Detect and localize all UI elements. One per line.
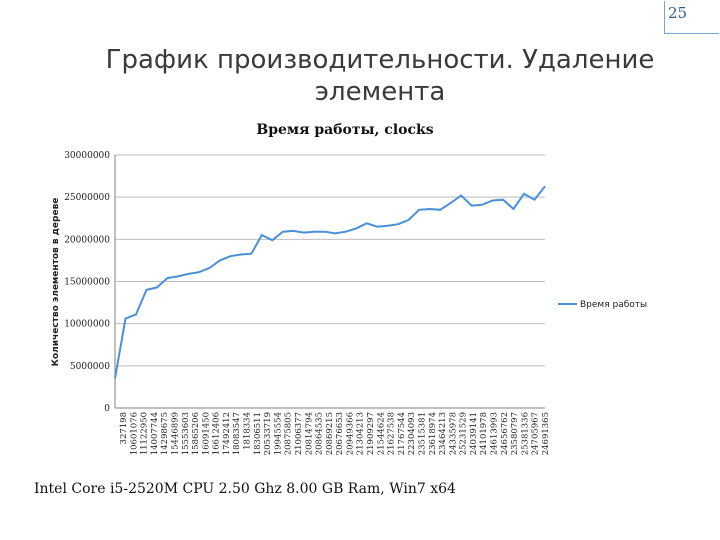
y-tick-label: 15000000 [64,278,110,288]
chart-gridlines [114,154,545,409]
x-tick-label: 23580797 [510,412,520,455]
x-tick-label: 21767544 [397,412,407,455]
x-tick-label: 15446899 [170,412,180,455]
y-axis-label: Количество элементов в дереве [51,198,61,367]
chart-title: Время работы, clocks [256,122,434,138]
x-tick-label: 20676653 [335,412,345,455]
x-tick-label: 22304093 [407,412,417,455]
x-tick-label: 25231529 [459,412,469,455]
y-tick-labels: 0 5000000 10000000 15000000 20000000 25000000… [64,151,110,414]
x-tick-label: 20875805 [284,412,294,455]
x-tick-label: 15553603 [181,412,191,455]
x-tick-label: 21006377 [294,412,304,455]
x-tick-label: 19945554 [273,412,283,455]
series-line-execution-time [114,185,546,379]
x-tick-label: 18306511 [253,412,263,455]
x-tick-label: 21627538 [387,412,397,455]
x-tick-label: 327198 [119,412,129,444]
x-tick-label: 17492412 [222,412,232,455]
slide-title: График производительности. Удаление элем… [105,45,655,107]
x-tick-label: 21304213 [356,412,366,455]
x-tick-label: 21544624 [376,412,386,455]
page-number: 25 [668,4,688,22]
y-tick-label: 10000000 [64,320,110,330]
x-tick-label: 20814794 [304,412,314,455]
x-tick-label: 1818334 [243,412,253,450]
x-tick-label: 23464213 [438,412,448,455]
x-tick-label: 16612406 [212,412,222,455]
x-tick-label: 23618974 [428,412,438,455]
x-tick-label: 25381336 [520,412,530,455]
x-tick-label: 11122950 [140,412,150,455]
x-tick-label: 10601076 [129,412,139,455]
y-tick-label: 0 [104,404,110,414]
y-tick-label: 25000000 [64,193,110,203]
footer-hardware-note: Intel Core i5-2520M CPU 2.50 Ghz 8.00 GB… [34,481,456,497]
x-tick-label: 24691365 [541,412,551,455]
y-tick-label: 5000000 [70,362,110,372]
x-tick-labels: 327198 10601076 11122950 14007744 14298675 15… [119,412,551,455]
x-tick-label: 20869215 [325,412,335,455]
x-tick-label: 24335978 [448,412,458,455]
x-tick-label: 20864535 [315,412,325,455]
x-tick-label: 24656762 [500,412,510,455]
legend-label: Время работы [580,300,647,310]
x-tick-label: 24039141 [469,412,479,455]
x-tick-label: 21909297 [366,412,376,455]
x-tick-label: 24705967 [531,412,541,455]
x-tick-label: 15865206 [191,412,201,455]
x-tick-label: 16091450 [201,412,211,455]
x-tick-label: 23515381 [417,412,427,455]
y-tick-label: 20000000 [64,235,110,245]
x-tick-label: 14298675 [160,412,170,455]
x-tick-label: 14007744 [150,412,160,455]
x-tick-label: 20533719 [263,412,273,455]
x-tick-label: 24101978 [479,412,489,455]
x-tick-label: 18083547 [232,412,242,455]
page-number-rule [664,1,719,34]
y-tick-label: 30000000 [64,151,110,161]
x-tick-label: 24613993 [490,412,500,455]
x-tick-label: 20949366 [345,412,355,455]
